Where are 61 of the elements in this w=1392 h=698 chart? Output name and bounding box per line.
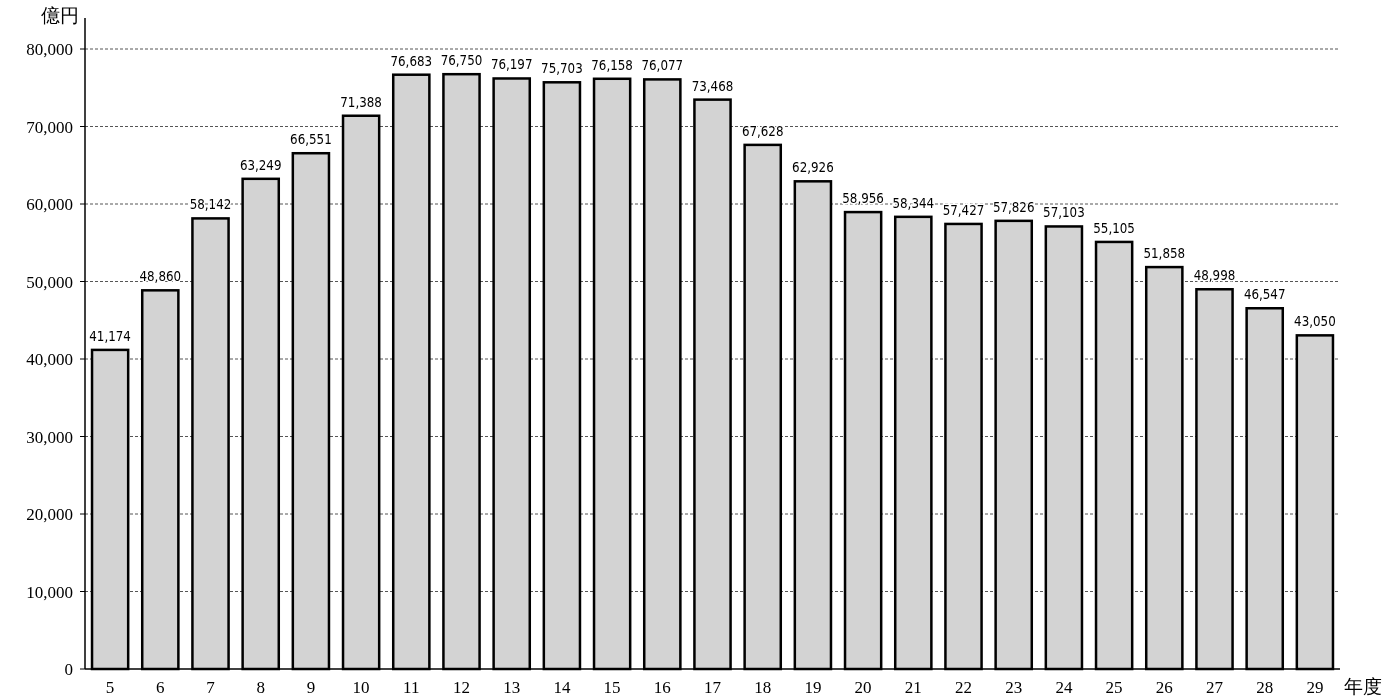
y-tick-label: 40,000 [26,350,73,369]
data-label: 48,860 [139,268,182,285]
x-tick-label: 16 [653,678,671,697]
x-tick-label: 12 [453,678,470,697]
data-label: 76,158 [591,56,633,74]
x-tick-label: 8 [256,678,265,697]
y-tick-label: 0 [64,660,73,679]
x-tick-label: 18 [754,678,772,697]
x-tick-label: 6 [156,678,165,697]
x-tick-label: 29 [1306,678,1324,697]
data-label: 62,926 [792,159,834,176]
data-label: 55,105 [1093,220,1135,237]
x-tick-label: 26 [1155,678,1173,697]
data-label: 66,551 [290,131,332,148]
data-label: 76,077 [641,57,684,74]
x-tick-label: 25 [1105,678,1123,697]
x-tick-label: 11 [403,678,420,697]
data-label: 73,468 [691,77,734,94]
x-tick-label: 15 [603,678,621,697]
data-label: 75,703 [541,60,583,77]
data-label: 46,547 [1243,286,1286,303]
data-label: 76,197 [490,56,533,73]
x-tick-label: 14 [553,678,571,697]
x-tick-label: 19 [804,678,822,697]
x-tick-label: 23 [1005,678,1023,697]
y-tick-label: 10,000 [26,582,73,602]
x-axis-title: 年度 [1344,676,1382,697]
data-label: 57,427 [942,202,985,219]
data-label: 76,683 [390,52,433,69]
data-label: 67,628 [741,122,784,140]
x-tick-label: 13 [503,678,521,697]
data-label: 43,050 [1294,313,1336,330]
x-tick-label: 9 [306,678,316,697]
y-tick-label: 70,000 [26,117,73,137]
data-label: 58,344 [892,194,935,212]
y-tick-label: 60,000 [26,195,73,214]
x-tick-label: 7 [206,678,216,697]
data-label: 76,750 [440,52,483,69]
y-tick-label: 20,000 [26,505,73,524]
x-tick-label: 5 [105,678,115,697]
data-label: 63,249 [239,156,282,174]
data-label: 71,388 [340,93,382,110]
y-tick-label: 50,000 [26,272,73,292]
data-label: 41,174 [89,327,131,345]
data-label: 51,858 [1143,245,1186,262]
x-tick-label: 27 [1206,678,1224,697]
x-tick-label: 20 [854,678,872,697]
data-label: 48,998 [1193,267,1236,284]
y-tick-label: 80,000 [26,40,73,59]
y-tick-label: 30,000 [26,427,73,447]
x-tick-label: 28 [1256,678,1274,697]
data-label: 58,142 [189,196,232,213]
x-tick-label: 24 [1055,678,1073,697]
x-tick-label: 10 [352,678,370,697]
data-label: 57,826 [992,198,1035,216]
data-label: 58,956 [842,190,884,207]
x-tick-label: 21 [904,678,922,697]
x-tick-label: 17 [704,678,722,697]
y-axis-title: 億円 [41,5,79,26]
data-label: 57,103 [1043,204,1085,221]
x-tick-label: 22 [955,678,972,697]
